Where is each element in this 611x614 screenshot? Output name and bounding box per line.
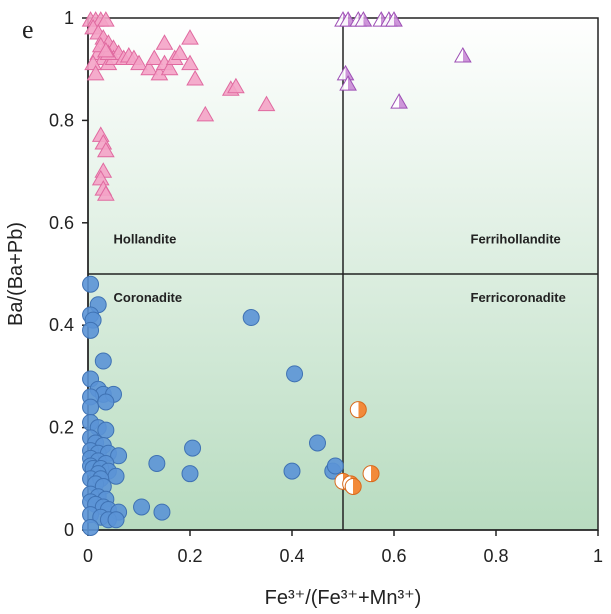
region-label: Ferrihollandite <box>471 231 561 246</box>
pink-triangle-point <box>181 29 199 45</box>
orange-circle-point <box>349 401 367 419</box>
blue-circle-point <box>242 309 260 327</box>
blue-circle-point <box>107 511 125 529</box>
pink-triangle-point <box>160 59 179 76</box>
axis-ticks: 0 0.2 0.4 0.6 0.8 1 0 0.2 0.4 0.6 0.8 1 <box>49 8 603 566</box>
x-tick-label: 0.4 <box>279 546 304 566</box>
purple-triangle-point <box>339 75 357 91</box>
y-tick-label: 0.4 <box>49 315 74 335</box>
x-tick-label: 0.6 <box>381 546 406 566</box>
region-label: Hollandite <box>114 231 177 246</box>
blue-circle-point <box>309 434 326 452</box>
pink-triangle-point <box>196 105 215 122</box>
y-tick-label: 0 <box>64 520 74 540</box>
x-tick-label: 1 <box>593 546 603 566</box>
blue-circle-point <box>94 352 112 370</box>
y-axis-label: Ba/(Ba+Pb) <box>5 222 27 326</box>
blue-circle-point <box>184 439 202 457</box>
purple-triangle-point <box>390 93 408 109</box>
pink-triangle-point <box>86 64 105 81</box>
pink-triangle-point <box>96 11 115 27</box>
pink-triangle-point <box>170 44 189 60</box>
blue-circle-point <box>107 467 125 485</box>
x-tick-label: 0 <box>83 546 93 566</box>
panel-label: e <box>22 15 34 44</box>
region-labels: Hollandite Ferrihollandite Coronadite Ferri… <box>114 231 566 305</box>
data-points <box>81 11 472 536</box>
blue-circle-point <box>97 421 115 439</box>
orange-circle-point <box>362 465 380 483</box>
x-tick-label: 0.8 <box>483 546 508 566</box>
pink-triangle-point <box>96 141 115 158</box>
region-label: Coronadite <box>114 290 183 305</box>
y-tick-label: 0.6 <box>49 213 74 233</box>
pink-triangle-point <box>181 54 199 71</box>
blue-circle-point <box>283 462 301 480</box>
blue-circle-point <box>82 518 100 536</box>
blue-circle-point <box>110 447 128 465</box>
pink-triangle-point <box>96 41 115 58</box>
pink-triangle-point <box>140 59 159 76</box>
pink-triangle-point <box>227 77 245 94</box>
blue-circle-point <box>82 321 100 339</box>
y-tick-label: 0.8 <box>49 110 74 130</box>
pink-triangle-point <box>130 54 148 71</box>
purple-triangle-point <box>385 11 403 27</box>
blue-circle-point <box>82 275 100 293</box>
x-tick-label: 0.2 <box>177 546 202 566</box>
purple-triangle-point <box>453 46 472 63</box>
y-tick-label: 1 <box>64 8 74 28</box>
blue-circle-point <box>133 498 151 516</box>
pink-triangle-point <box>145 49 164 66</box>
blue-circle-point <box>181 465 199 483</box>
purple-triangle-point <box>354 11 373 27</box>
orange-circle-point <box>344 477 362 495</box>
blue-circle-point <box>326 457 344 475</box>
pink-triangle-point <box>155 34 174 50</box>
pink-triangle-point <box>96 185 115 201</box>
x-axis-label: Fe³⁺/(Fe³⁺+Mn³⁺) <box>265 587 422 609</box>
blue-circle-point <box>97 393 115 411</box>
y-tick-label: 0.2 <box>49 418 74 438</box>
blue-circle-point <box>82 398 100 416</box>
pink-triangle-point <box>186 70 204 86</box>
blue-circle-point <box>148 454 166 472</box>
region-label: Ferricoronadite <box>471 290 566 305</box>
pink-triangle-point <box>257 95 276 112</box>
blue-circle-point <box>286 365 304 383</box>
blue-circle-point <box>153 503 171 521</box>
